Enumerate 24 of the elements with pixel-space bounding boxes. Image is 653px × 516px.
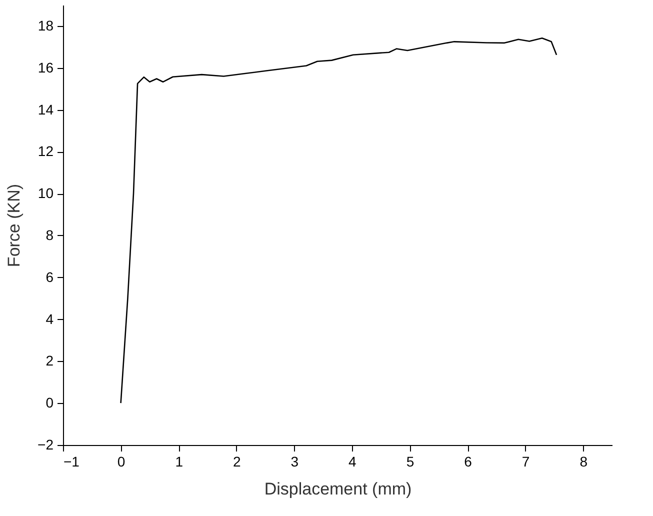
y-tick-label: 4 <box>46 310 54 327</box>
y-tick-label: 2 <box>46 352 54 369</box>
x-tick-label: 2 <box>232 454 241 470</box>
y-tick-label: −2 <box>38 436 54 452</box>
y-tick-label: 8 <box>46 226 54 243</box>
x-tick-label: −1 <box>64 454 80 470</box>
x-tick-label: 3 <box>290 454 299 470</box>
x-tick-label: 7 <box>522 454 530 470</box>
x-tick-label: 0 <box>117 454 126 470</box>
y-tick-label: 6 <box>46 268 54 285</box>
y-tick-label: 18 <box>38 17 54 34</box>
x-tick-label: 4 <box>348 454 357 470</box>
line-series <box>120 37 558 404</box>
x-tick-label: 8 <box>580 454 588 470</box>
x-tick-label: 5 <box>406 454 414 470</box>
x-tick-label: 1 <box>175 454 184 470</box>
y-tick-label: 0 <box>46 394 54 411</box>
y-tick-label: 12 <box>38 143 54 160</box>
y-axis-title: Force (KN) <box>4 184 24 268</box>
y-tick-label: 10 <box>38 185 54 202</box>
x-tick-label: 6 <box>464 454 472 470</box>
y-tick-label: 16 <box>38 59 54 76</box>
x-axis-title: Displacement (mm) <box>264 480 412 498</box>
y-tick-label: 14 <box>38 101 54 118</box>
